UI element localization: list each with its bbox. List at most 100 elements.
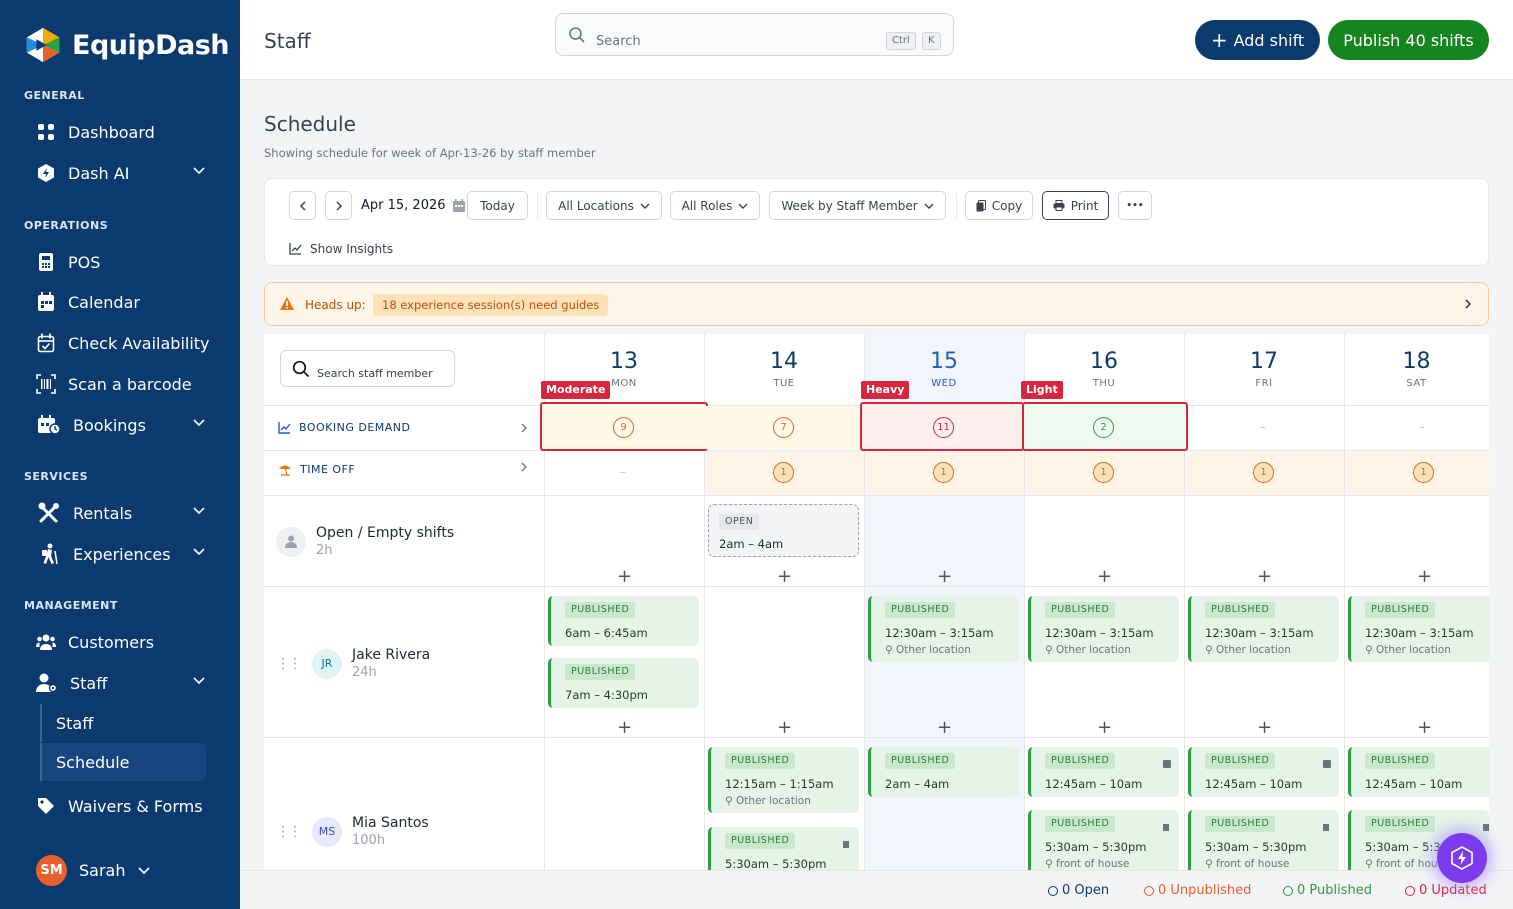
- shift-card[interactable]: PUBLISHED 5:30am – 5:30pm ⚲ front of house: [1188, 810, 1339, 870]
- time-off-count[interactable]: 1: [1093, 462, 1114, 483]
- shift-card[interactable]: PUBLISHED 12:30am – 3:15am ⚲ Other locatio…: [1348, 596, 1489, 662]
- shift-time: 5:30am – 5:30pm: [1045, 840, 1147, 854]
- kbd-k: K: [922, 32, 941, 50]
- day-number: 14: [770, 349, 798, 374]
- sidebar-subitem-schedule[interactable]: Schedule: [40, 743, 206, 781]
- shift-card[interactable]: PUBLISHED 12:45am – 10am: [1188, 747, 1339, 797]
- sidebar-item-waivers[interactable]: Waivers & Forms: [36, 789, 216, 823]
- add-shift-plus[interactable]: +: [617, 566, 633, 587]
- shift-card[interactable]: PUBLISHED 12:45am – 10am: [1348, 747, 1489, 797]
- add-shift-plus[interactable]: +: [937, 566, 953, 587]
- add-shift-plus[interactable]: +: [1417, 717, 1433, 738]
- shift-card[interactable]: PUBLISHED 5:30am – 5:30pm: [708, 827, 859, 870]
- sidebar-item-label: Bookings: [73, 415, 146, 435]
- add-shift-plus[interactable]: +: [1257, 717, 1273, 738]
- sidebar: EquipDash GENERAL Dashboard Dash AI OPER…: [0, 0, 240, 909]
- chevron-down-icon[interactable]: [192, 164, 206, 178]
- view-select[interactable]: Week by Staff Member: [769, 191, 946, 220]
- shift-card[interactable]: PUBLISHED 12:45am – 10am: [1028, 747, 1179, 797]
- shift-status: PUBLISHED: [1365, 753, 1436, 769]
- prev-week-button[interactable]: [289, 191, 316, 220]
- roles-select[interactable]: All Roles: [670, 191, 760, 220]
- time-off-count[interactable]: 1: [1413, 462, 1434, 483]
- copy-button[interactable]: Copy: [965, 191, 1033, 220]
- staff-search-input[interactable]: Search staff member: [280, 350, 455, 387]
- ai-assistant-button[interactable]: [1437, 833, 1487, 883]
- add-shift-plus[interactable]: +: [1097, 717, 1113, 738]
- shift-card[interactable]: PUBLISHED 12:30am – 3:15am ⚲ Other locatio…: [868, 596, 1019, 662]
- chevron-right-icon[interactable]: [520, 462, 528, 472]
- drag-handle-icon[interactable]: ⋮⋮: [276, 823, 302, 840]
- add-shift-plus[interactable]: +: [617, 717, 633, 738]
- next-week-button[interactable]: [325, 191, 352, 220]
- chevron-right-icon[interactable]: [520, 423, 528, 433]
- booking-demand-label[interactable]: BOOKING DEMAND: [278, 421, 411, 434]
- shift-card[interactable]: PUBLISHED 12:15am – 1:15am ⚲ Other locatio…: [708, 747, 859, 813]
- date-picker[interactable]: Apr 15, 2026: [361, 198, 466, 213]
- time-off-count[interactable]: 1: [773, 462, 794, 483]
- open-shift-card[interactable]: OPEN 2am – 4am: [708, 504, 859, 557]
- heads-up-alert[interactable]: Heads up: 18 experience session(s) need …: [264, 282, 1489, 326]
- today-button[interactable]: Today: [467, 191, 528, 220]
- location-text: Other location: [896, 644, 971, 656]
- chevron-down-icon[interactable]: [192, 416, 206, 430]
- add-shift-plus[interactable]: +: [1417, 566, 1433, 587]
- publish-shifts-button[interactable]: Publish 40 shifts: [1328, 20, 1489, 60]
- user-menu[interactable]: SM Sarah: [36, 855, 151, 886]
- shift-card[interactable]: PUBLISHED 6am – 6:45am: [548, 596, 699, 646]
- shift-card[interactable]: PUBLISHED 2am – 4am: [868, 747, 1019, 797]
- drag-handle-icon[interactable]: ⋮⋮: [276, 655, 302, 672]
- shift-time: 5:30am – 5:30: [1365, 840, 1448, 854]
- locations-select[interactable]: All Locations: [546, 191, 662, 220]
- add-shift-plus[interactable]: +: [777, 717, 793, 738]
- divider: [956, 193, 957, 219]
- sidebar-item-check-availability[interactable]: Check Availability: [36, 326, 216, 360]
- add-shift-plus[interactable]: +: [777, 566, 793, 587]
- chevron-down-icon[interactable]: [192, 504, 206, 518]
- show-insights-toggle[interactable]: Show Insights: [289, 242, 393, 256]
- time-off-label[interactable]: TIME OFF: [278, 463, 355, 476]
- date-value: Apr 15, 2026: [361, 198, 446, 213]
- sidebar-item-experiences[interactable]: Experiences: [36, 537, 216, 571]
- shift-location: ⚲ Other location: [1365, 644, 1451, 656]
- add-shift-plus[interactable]: +: [1097, 566, 1113, 587]
- shift-card[interactable]: PUBLISHED 7am – 4:30pm: [548, 658, 699, 708]
- plus-icon: +: [1210, 28, 1228, 52]
- sidebar-item-dash-ai[interactable]: Dash AI: [36, 156, 216, 190]
- time-off-count[interactable]: 1: [933, 462, 954, 483]
- schedule-grid: Search staff member 13 MON 14 TUE 15 WED 16…: [264, 334, 1489, 870]
- sidebar-item-rentals[interactable]: Rentals: [36, 496, 216, 530]
- sidebar-item-dashboard[interactable]: Dashboard: [36, 115, 216, 149]
- chevron-down-icon[interactable]: [192, 674, 206, 688]
- users-icon: [36, 632, 56, 652]
- sidebar-item-customers[interactable]: Customers: [36, 625, 216, 659]
- shift-card[interactable]: PUBLISHED 5:30am – 5:30pm ⚲ front of house: [1028, 810, 1179, 870]
- add-shift-button[interactable]: + Add shift: [1195, 20, 1320, 60]
- sidebar-item-bookings[interactable]: Bookings: [36, 408, 216, 442]
- brand[interactable]: EquipDash: [24, 26, 230, 64]
- shift-status: PUBLISHED: [1045, 753, 1116, 769]
- sidebar-item-staff[interactable]: Staff: [36, 666, 216, 700]
- shift-status: PUBLISHED: [1365, 816, 1436, 832]
- sidebar-item-label: Experiences: [73, 544, 171, 564]
- shift-card[interactable]: PUBLISHED 12:30am – 3:15am ⚲ Other locatio…: [1028, 596, 1179, 662]
- add-shift-plus[interactable]: +: [1257, 566, 1273, 587]
- sidebar-item-label: Dashboard: [68, 122, 155, 142]
- sidebar-item-calendar[interactable]: Calendar: [36, 285, 216, 319]
- demand-cell-wed[interactable]: [860, 402, 1024, 451]
- status-dot: [1283, 885, 1293, 896]
- more-options-button[interactable]: •••: [1118, 191, 1152, 220]
- avatar: SM: [36, 855, 67, 886]
- alert-label: Heads up:: [305, 298, 366, 312]
- sidebar-item-pos[interactable]: POS: [36, 245, 216, 279]
- print-button[interactable]: Print: [1042, 191, 1109, 220]
- schedule-toolbar: Apr 15, 2026 Today All Locations All Rol…: [264, 178, 1489, 266]
- add-shift-plus[interactable]: +: [937, 717, 953, 738]
- chevron-down-icon[interactable]: [192, 545, 206, 559]
- search-input[interactable]: Search Ctrl K: [555, 13, 954, 56]
- time-off-count[interactable]: 1: [1253, 462, 1274, 483]
- sidebar-subitem-staff[interactable]: Staff: [40, 704, 206, 742]
- sidebar-item-scan-barcode[interactable]: Scan a barcode: [36, 367, 216, 401]
- shift-card[interactable]: PUBLISHED 12:30am – 3:15am ⚲ Other locatio…: [1188, 596, 1339, 662]
- shift-status: PUBLISHED: [1205, 753, 1276, 769]
